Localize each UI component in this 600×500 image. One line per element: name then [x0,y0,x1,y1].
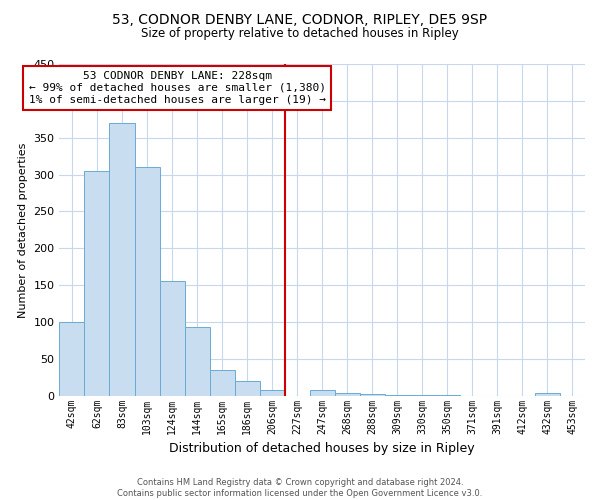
Bar [535,394,560,396]
Bar [134,167,160,396]
Bar [335,394,360,396]
X-axis label: Distribution of detached houses by size in Ripley: Distribution of detached houses by size … [169,442,475,455]
Bar [59,322,85,396]
Bar [209,370,235,396]
Bar [185,327,209,396]
Bar [410,395,435,396]
Bar [260,390,284,396]
Text: Size of property relative to detached houses in Ripley: Size of property relative to detached ho… [141,28,459,40]
Bar [235,381,260,396]
Bar [435,395,460,396]
Bar [109,123,134,396]
Bar [160,282,185,396]
Text: 53 CODNOR DENBY LANE: 228sqm
← 99% of detached houses are smaller (1,380)
1% of : 53 CODNOR DENBY LANE: 228sqm ← 99% of de… [29,72,326,104]
Y-axis label: Number of detached properties: Number of detached properties [18,142,28,318]
Text: Contains HM Land Registry data © Crown copyright and database right 2024.
Contai: Contains HM Land Registry data © Crown c… [118,478,482,498]
Bar [85,171,109,396]
Bar [310,390,335,396]
Text: 53, CODNOR DENBY LANE, CODNOR, RIPLEY, DE5 9SP: 53, CODNOR DENBY LANE, CODNOR, RIPLEY, D… [112,12,488,26]
Bar [360,394,385,396]
Bar [385,395,410,396]
